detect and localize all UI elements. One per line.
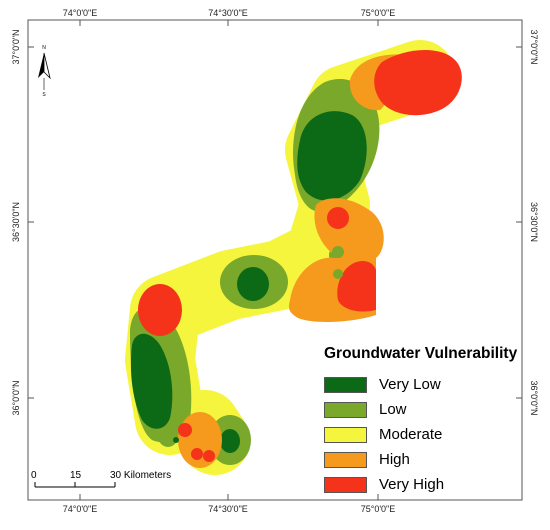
right-lat-label: 36°30'0"N <box>529 202 539 242</box>
top-lon-label: 75°0'0"E <box>361 8 396 18</box>
legend-item: Moderate <box>324 422 539 447</box>
top-lon-label: 74°0'0"E <box>63 8 98 18</box>
graticule-ticks <box>28 20 522 500</box>
left-lat-label: 37°0'0"N <box>11 29 21 64</box>
svg-text:S: S <box>42 92 46 98</box>
legend-swatch <box>324 401 367 418</box>
scale-bar-labels: 0 15 30 Kilometers <box>28 470 228 484</box>
left-lat-label: 36°30'0"N <box>11 202 21 242</box>
legend-label: Low <box>379 401 407 418</box>
north-arrow-icon: N S <box>38 45 51 98</box>
scale-bar <box>34 482 116 488</box>
svg-text:N: N <box>42 45 46 51</box>
legend-title: Groundwater Vulnerability <box>324 345 518 362</box>
scale-label-0: 0 <box>31 470 37 481</box>
top-lon-label: 74°30'0"E <box>208 8 248 18</box>
legend-label: Very High <box>379 476 445 493</box>
right-lat-label: 36°0'0"N <box>529 380 539 415</box>
left-lat-label: 36°0'0"N <box>11 380 21 415</box>
zone-very-low <box>130 111 367 453</box>
bottom-lon-label: 74°30'0"E <box>208 504 248 514</box>
legend-label: High <box>379 451 410 468</box>
legend-label: Very Low <box>379 376 441 393</box>
vulnerability-map <box>125 40 462 475</box>
right-lat-label: 37°0'0"N <box>529 29 539 64</box>
scale-label-30: 30 Kilometers <box>110 470 172 481</box>
bottom-lon-label: 74°0'0"E <box>63 504 98 514</box>
legend-item: High <box>324 447 539 472</box>
scale-label-15: 15 <box>70 470 82 481</box>
bottom-lon-label: 75°0'0"E <box>361 504 396 514</box>
legend-item: Very High <box>324 472 539 497</box>
legend-swatch <box>324 376 367 393</box>
legend-label: Moderate <box>379 426 443 443</box>
zone-very-high <box>138 50 462 462</box>
legend-item: Low <box>324 397 539 422</box>
legend-swatch <box>324 426 367 443</box>
legend-swatch <box>324 476 367 493</box>
legend-swatch <box>324 451 367 468</box>
legend-item: Very Low <box>324 372 539 397</box>
legend: Groundwater Vulnerability Very Low Low M… <box>324 345 539 497</box>
